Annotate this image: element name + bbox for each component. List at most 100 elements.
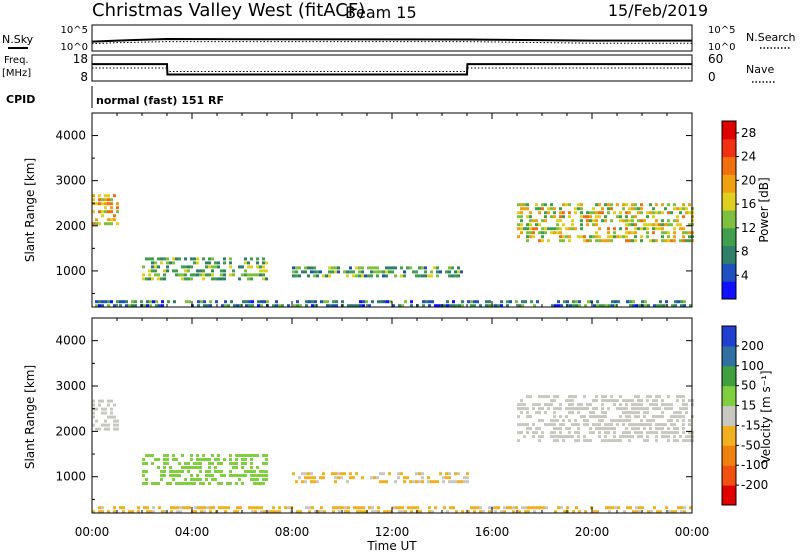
data-cell [275, 300, 278, 304]
data-cell [125, 304, 128, 308]
data-cell [566, 506, 569, 510]
data-cell [541, 235, 544, 239]
data-cell [259, 474, 262, 477]
data-cell [320, 510, 323, 514]
data-cell [676, 215, 679, 219]
data-cell [370, 274, 373, 278]
data-cell [164, 510, 167, 514]
data-cell [451, 480, 454, 484]
data-cell [184, 466, 187, 469]
noise-left-tick-bottom: 10^0 [61, 42, 88, 53]
colorbar-segment [722, 192, 736, 211]
data-cell [398, 506, 401, 510]
data-cell [214, 470, 217, 473]
data-cell [643, 223, 646, 227]
data-cell [244, 474, 247, 477]
data-cell [161, 510, 164, 514]
data-cell [454, 472, 457, 476]
data-cell [347, 506, 350, 510]
data-cell [604, 203, 607, 207]
data-cell [578, 510, 581, 514]
data-cell [337, 266, 340, 270]
data-cell [601, 419, 604, 423]
data-cell [199, 470, 202, 473]
data-cell [680, 510, 683, 514]
data-cell [466, 476, 469, 480]
data-cell [220, 269, 223, 273]
data-cell [592, 407, 595, 411]
data-cell [616, 423, 619, 427]
data-cell [220, 273, 223, 277]
data-cell [661, 423, 664, 427]
data-cell [299, 510, 302, 514]
data-cell [401, 506, 404, 510]
data-cell [497, 506, 500, 510]
data-cell [98, 194, 101, 198]
data-cell [113, 214, 116, 218]
data-cell [592, 223, 595, 227]
data-cell [601, 439, 604, 443]
data-cell [190, 277, 193, 281]
data-cell [307, 266, 310, 270]
data-cell [607, 399, 610, 403]
data-cell [445, 476, 448, 480]
data-cell [479, 510, 482, 514]
data-cell [203, 300, 206, 304]
data-cell [634, 427, 637, 431]
data-cell [667, 203, 670, 207]
data-cell [631, 239, 634, 243]
data-cell [637, 207, 640, 211]
data-cell [682, 407, 685, 411]
data-cell [406, 266, 409, 270]
data-cell [595, 223, 598, 227]
data-cell [679, 239, 682, 243]
data-cell [602, 304, 605, 308]
data-cell [301, 472, 304, 476]
data-cell [326, 304, 329, 308]
noise-sky-series [91, 38, 692, 43]
data-cell [526, 395, 529, 399]
data-cell [214, 466, 217, 469]
data-cell [634, 411, 637, 415]
data-cell [572, 510, 575, 514]
data-cell [260, 510, 263, 514]
data-cell [184, 478, 187, 481]
data-cell [604, 415, 607, 419]
data-cell [304, 476, 307, 480]
data-cell [673, 439, 676, 443]
data-cell [676, 399, 679, 403]
data-cell [101, 399, 104, 403]
data-cell [532, 403, 535, 407]
data-cell [214, 261, 217, 265]
data-cell [613, 439, 616, 443]
data-cell [298, 274, 301, 278]
data-cell [265, 277, 268, 281]
data-cell [571, 423, 574, 427]
data-cell [175, 470, 178, 473]
data-cell [185, 506, 188, 510]
data-cell [320, 506, 323, 510]
data-cell [604, 411, 607, 415]
data-cell [682, 427, 685, 431]
data-cell [544, 227, 547, 231]
data-cell [659, 304, 662, 308]
data-cell [292, 266, 295, 270]
data-cell [196, 458, 199, 461]
data-cell [619, 219, 622, 223]
data-cell [407, 506, 410, 510]
data-cell [637, 423, 640, 427]
data-cell [214, 265, 217, 269]
data-cell [263, 510, 266, 514]
data-cell [131, 300, 134, 304]
data-cell [361, 476, 364, 480]
data-cell [610, 219, 613, 223]
data-cell [184, 257, 187, 261]
data-cell [178, 462, 181, 465]
data-cell [628, 439, 631, 443]
data-cell [556, 231, 559, 235]
data-cell [254, 506, 257, 510]
data-cell [116, 222, 119, 226]
data-cell [214, 458, 217, 461]
data-cell [665, 300, 668, 304]
data-cell [550, 227, 553, 231]
